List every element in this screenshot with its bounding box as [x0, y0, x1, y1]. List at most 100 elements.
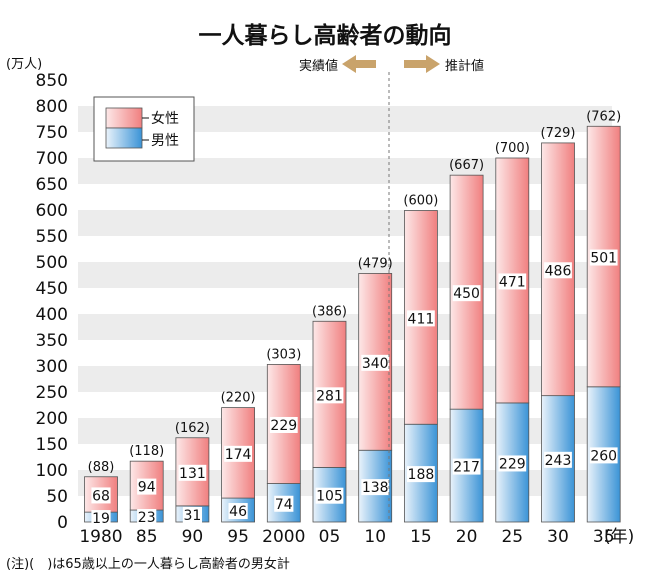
- grid-band: [78, 262, 612, 288]
- y-tick-label: 300: [36, 357, 68, 377]
- value-label-male-bg: [228, 503, 248, 520]
- value-label-male: 188: [408, 467, 435, 483]
- y-tick-label: 650: [36, 175, 68, 195]
- value-label-male-bg: [182, 506, 202, 523]
- x-tick-label: 95: [227, 527, 249, 547]
- bar-group: 19 68 (88): [84, 460, 118, 527]
- y-tick-label: 0: [57, 513, 68, 533]
- legend: 女性 男性: [93, 96, 195, 162]
- value-label-female-bg: [269, 416, 298, 433]
- total-label: (303): [266, 347, 301, 362]
- value-label-male: 260: [590, 448, 617, 464]
- value-label-male-bg: [315, 487, 344, 504]
- total-label: (667): [449, 158, 484, 173]
- total-label: (88): [88, 460, 115, 475]
- bars: 19 68 (88) 23 94 (118) 31 131 (162) 46 174 (220) 74 2…: [84, 109, 621, 527]
- value-label-female: 340: [362, 356, 389, 372]
- value-label-female-bg: [589, 249, 618, 266]
- value-label-male: 19: [92, 511, 110, 527]
- x-tick-label: 20: [456, 527, 478, 547]
- value-label-female-bg: [91, 487, 111, 504]
- right-arrow-icon: [404, 55, 440, 73]
- chart-title: 一人暮らし高齢者の動向: [199, 22, 452, 49]
- value-label-female-bg: [224, 445, 252, 462]
- x-tick-label: 25: [501, 527, 523, 547]
- x-tick-label: 2000: [262, 527, 305, 547]
- total-label: (162): [175, 421, 210, 436]
- total-label: (118): [129, 444, 164, 459]
- value-label-male-bg: [544, 451, 572, 468]
- left-arrow-icon: [342, 55, 376, 73]
- value-label-male-bg: [498, 455, 527, 472]
- bar-group: 243 486 (729): [541, 126, 576, 523]
- y-axis-ticks: 0 50 100 150 200 250 300 350 400 450 500 550 600 650 7…: [36, 71, 68, 533]
- bar-group: 105 281 (386): [312, 304, 347, 523]
- value-label-female: 471: [499, 274, 526, 290]
- bar-group: 31 131 (162): [175, 421, 210, 524]
- value-label-male: 217: [453, 460, 480, 476]
- bar-group: 188 411 (600): [403, 194, 438, 523]
- value-label-female-bg: [178, 464, 207, 481]
- value-label-female: 486: [545, 263, 572, 279]
- total-label: (600): [403, 194, 438, 209]
- grid-band: [78, 158, 612, 184]
- value-label-female: 131: [179, 466, 206, 482]
- x-tick-label: 30: [547, 527, 569, 547]
- value-label-female-bg: [407, 310, 435, 327]
- legend-female-swatch: [105, 107, 143, 129]
- value-label-male: 105: [316, 489, 343, 505]
- value-label-male-bg: [452, 458, 481, 475]
- y-tick-label: 350: [36, 331, 68, 351]
- bar-group: 74 229 (303): [266, 347, 301, 523]
- x-tick-label: 1980: [79, 527, 122, 547]
- value-label-female: 281: [316, 388, 343, 404]
- bar-male: [266, 483, 301, 523]
- y-axis-unit: (万人): [6, 57, 42, 72]
- value-label-female: 68: [92, 488, 110, 504]
- value-label-male: 46: [229, 504, 247, 520]
- value-label-male-bg: [274, 495, 294, 512]
- x-tick-label: 90: [182, 527, 204, 547]
- total-label: (729): [541, 126, 576, 141]
- legend-male-label: 男性: [151, 133, 179, 149]
- value-label-male-bg: [589, 447, 618, 464]
- y-tick-label: 550: [36, 227, 68, 247]
- value-label-female: 450: [453, 286, 480, 302]
- value-label-male: 138: [362, 480, 389, 496]
- bar-group: 23 94 (118): [129, 444, 164, 526]
- total-label: (386): [312, 304, 347, 319]
- y-tick-label: 100: [36, 461, 68, 481]
- y-tick-label: 800: [36, 97, 68, 117]
- value-label-female-bg: [544, 262, 572, 279]
- value-label-male: 74: [275, 497, 293, 513]
- value-label-male: 229: [499, 456, 526, 472]
- y-tick-label: 850: [36, 71, 68, 91]
- value-label-female-bg: [361, 354, 390, 371]
- bar-group: 260 501 (762): [586, 109, 621, 523]
- total-label: (220): [221, 391, 256, 406]
- y-tick-label: 700: [36, 149, 68, 169]
- y-tick-label: 750: [36, 123, 68, 143]
- x-tick-label: 05: [319, 527, 341, 547]
- y-tick-label: 250: [36, 383, 68, 403]
- value-label-male: 23: [138, 510, 156, 526]
- actual-label: 実績値: [299, 58, 338, 74]
- x-tick-label: 85: [136, 527, 158, 547]
- total-label: (479): [358, 256, 393, 271]
- y-tick-label: 600: [36, 201, 68, 221]
- forecast-label: 推計値: [445, 58, 484, 74]
- value-label-male: 31: [183, 508, 201, 524]
- value-label-male-bg: [407, 466, 435, 483]
- bar-group: 46 174 (220): [221, 391, 256, 523]
- footnote: (注)( )は65歳以上の一人暮らし高齢者の男女計: [6, 556, 290, 572]
- value-label-female-bg: [315, 387, 344, 404]
- y-tick-label: 150: [36, 435, 68, 455]
- legend-female-label: 女性: [151, 110, 179, 127]
- x-tick-label: 15: [410, 527, 432, 547]
- y-tick-label: 200: [36, 409, 68, 429]
- y-tick-label: 450: [36, 279, 68, 299]
- y-tick-label: 400: [36, 305, 68, 325]
- value-label-female-bg: [498, 273, 527, 290]
- x-axis-ticks: 1980 85 90 95 2000 05 10 15 20 25 30 35: [79, 527, 614, 547]
